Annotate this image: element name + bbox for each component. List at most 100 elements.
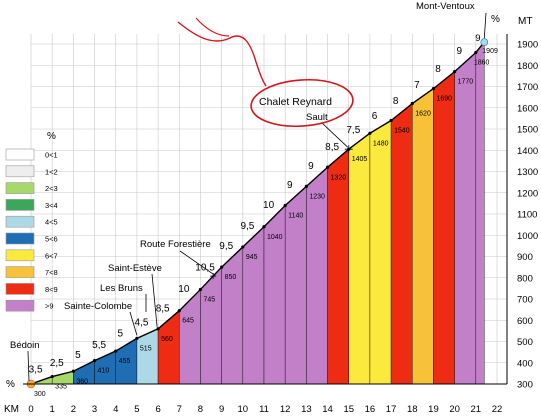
gradient-label: 3,5 — [29, 364, 43, 375]
gradient-label: 8 — [435, 64, 441, 75]
x-tick-label: 20 — [449, 404, 460, 415]
x-tick-label: 13 — [301, 404, 312, 415]
data-labels: 300 335 360 410 455 515 560 645 745 850 945 1040 114… — [29, 33, 498, 398]
place-label: Chalet Reynard — [259, 96, 332, 108]
place-labels: Bédoin Sainte-Colombe Les Bruns Saint-Estèv… — [10, 1, 487, 382]
place-leader — [483, 12, 487, 39]
gradient-label: 9 — [287, 180, 293, 191]
profile-segment — [390, 103, 413, 385]
profile-segment — [221, 246, 244, 385]
profile-segment — [433, 71, 455, 385]
legend-swatch — [5, 215, 35, 228]
profile-point — [156, 327, 160, 331]
gradient-label: 10,5 — [195, 262, 215, 273]
y-tick-label: 1700 — [517, 82, 538, 93]
altitude-label: 1320 — [331, 174, 347, 181]
legend-label: 0<1 — [45, 151, 58, 160]
profile-point — [262, 225, 266, 229]
y-tick-label: 700 — [517, 295, 533, 306]
corner-percent-label: % — [6, 379, 15, 390]
profile-segment — [200, 266, 222, 385]
gradient-label: 8 — [393, 96, 399, 107]
legend-label: 7<8 — [45, 268, 58, 277]
profile-point — [325, 165, 330, 169]
y-tick-label: 600 — [517, 316, 533, 327]
profile-segment — [412, 88, 434, 385]
gradient-label: 6 — [372, 111, 378, 122]
altitude-label: 335 — [55, 384, 67, 391]
place-label: Les Bruns — [100, 283, 143, 294]
x-tick-label: 0 — [28, 404, 33, 415]
place-label: Sainte-Colombe — [64, 301, 132, 312]
y-tick-label: 1900 — [517, 40, 538, 51]
legend-label: 2<3 — [45, 184, 58, 193]
profile-point — [304, 184, 308, 188]
x-tick-label: 18 — [407, 404, 418, 415]
legend-swatch — [5, 165, 35, 178]
gradient-label: 5 — [118, 329, 124, 340]
y-axis-title: MT — [518, 16, 532, 27]
x-tick-label: 7 — [177, 404, 182, 415]
place-label: Saint-Estève — [108, 263, 162, 274]
annotation-scribble — [177, 21, 267, 87]
gradient-label: 10 — [178, 284, 190, 295]
gradient-label: 9 — [475, 33, 480, 44]
y-tick-label: 900 — [517, 252, 533, 263]
place-leader — [321, 122, 349, 148]
gradient-label: 9 — [308, 161, 314, 172]
profile-segment — [454, 52, 477, 385]
profile-point — [410, 101, 414, 106]
altitude-label: 1540 — [394, 128, 410, 135]
legend-label: 5<6 — [45, 235, 58, 244]
legend-label: 8<9 — [45, 285, 58, 294]
profile-point — [389, 118, 393, 123]
legend-swatch — [5, 266, 35, 278]
y-tick-label: 1100 — [517, 210, 537, 221]
altitude-label: 645 — [182, 318, 194, 325]
place-label: Bédoin — [10, 340, 40, 351]
gradient-label: 8,5 — [325, 142, 339, 153]
x-tick-label: 6 — [155, 404, 160, 415]
gradient-label: 5,5 — [92, 340, 106, 351]
altitude-label: 1620 — [415, 111, 431, 118]
profile-point — [241, 245, 245, 249]
profile-point — [431, 87, 436, 91]
x-tick-label: 19 — [428, 404, 439, 415]
y-tick-label: 1000 — [517, 231, 538, 242]
annotations — [177, 17, 354, 128]
profile-segment — [327, 148, 349, 385]
place-leader — [179, 250, 214, 275]
profile-segment — [475, 41, 485, 385]
profile-segment — [348, 132, 371, 385]
gradient-label: 9,5 — [219, 241, 233, 252]
y-tick-label: 1800 — [517, 61, 538, 72]
profile-point — [198, 287, 203, 292]
profile-point — [50, 374, 54, 379]
legend-label: 4<5 — [45, 218, 58, 227]
x-tick-label: 14 — [322, 404, 333, 415]
x-tick-label: 21 — [471, 404, 482, 415]
altitude-label: 1770 — [458, 79, 474, 86]
x-tick-label: 10 — [238, 404, 249, 415]
y-tick-label: 800 — [517, 273, 533, 284]
legend-swatch — [5, 199, 35, 211]
altitude-label: 945 — [246, 254, 258, 261]
altitude-label: 1405 — [352, 156, 368, 163]
profile-point — [283, 203, 287, 208]
altitude-label: 360 — [76, 378, 88, 385]
legend-swatch — [5, 299, 35, 312]
legend-swatch — [5, 249, 35, 262]
place-leader — [129, 311, 138, 336]
gradient-label: 9,5 — [240, 221, 254, 232]
summit-marker — [480, 38, 489, 46]
legend-label: >9 — [45, 302, 54, 311]
y-tick-label: 1200 — [517, 188, 538, 199]
profile-point — [368, 131, 372, 135]
legend-swatch — [5, 232, 35, 245]
altitude-label: 410 — [98, 368, 110, 375]
profile-point — [114, 349, 118, 353]
altitude-label: 1909 — [482, 48, 498, 55]
legend: % 0<1 1<2 2<3 3<4 4<5 5<6 6<7 7<8 8<9 >9 — [5, 131, 58, 312]
place-label: Mont-Ventoux — [416, 1, 475, 12]
profile-point — [71, 369, 75, 373]
